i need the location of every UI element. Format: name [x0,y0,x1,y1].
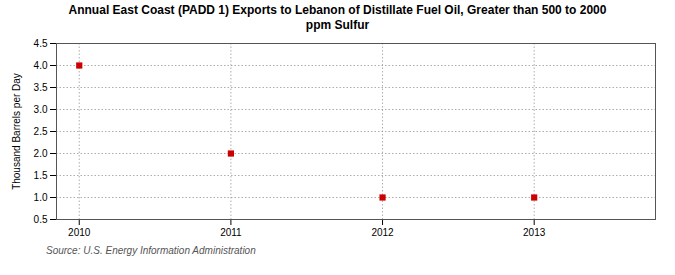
svg-text:2011: 2011 [220,227,242,238]
svg-text:2013: 2013 [523,227,546,238]
svg-text:2012: 2012 [371,227,394,238]
svg-text:1.5: 1.5 [34,170,48,181]
svg-text:Thousand Barrels per Day: Thousand Barrels per Day [11,73,22,190]
svg-text:1.0: 1.0 [34,192,48,203]
svg-text:2.5: 2.5 [34,126,48,137]
svg-text:3.0: 3.0 [34,104,48,115]
svg-text:0.5: 0.5 [34,214,48,225]
html-text:Annual East Coast (PADD 1) Exp: Annual East Coast (PADD 1) Exports to Le… [68,3,607,32]
svg-text:4.0: 4.0 [34,60,48,71]
svg-text:2.0: 2.0 [34,148,48,159]
svg-text:3.5: 3.5 [34,82,48,93]
svg-text:4.5: 4.5 [34,38,48,49]
svg-text:2010: 2010 [68,227,91,238]
html-text:Source: U.S. Energy Informatio: Source: U.S. Energy Information Administ… [46,245,256,256]
